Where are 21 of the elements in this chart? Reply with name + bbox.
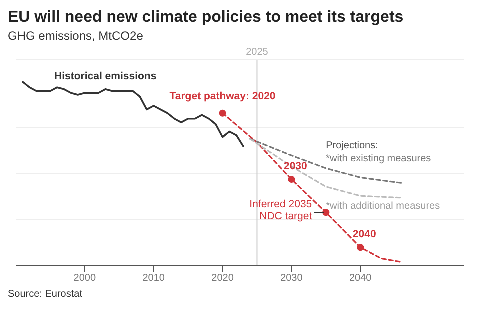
x-tick-label: 2010 xyxy=(142,273,166,284)
point xyxy=(357,244,364,252)
annotation: Target pathway: 2020 xyxy=(170,90,276,102)
point xyxy=(288,176,296,184)
source-note: Source: Eurostat xyxy=(8,288,84,302)
annotation: 2040 xyxy=(352,228,376,241)
chart-title: EU will need new climate policies to meet its targets xyxy=(8,8,405,28)
annotation: Projections: xyxy=(326,140,378,152)
series-label: *with additional measures xyxy=(326,200,440,212)
x-tick-label: 2020 xyxy=(212,273,234,284)
x-tick-label: 2000 xyxy=(74,273,96,284)
point xyxy=(322,209,330,216)
ref-line-label: 2025 xyxy=(246,47,269,58)
x-tick-label: 2030 xyxy=(280,273,304,284)
annotation: 2030 xyxy=(284,160,308,173)
annotation: Inferred 2035 NDC target xyxy=(250,198,312,223)
point xyxy=(219,110,226,117)
series-label: *with existing measures xyxy=(326,154,432,165)
x-tick-label: 2040 xyxy=(349,273,372,284)
annotation: Historical emissions xyxy=(54,70,157,82)
chart-subtitle: GHG emissions, MtCO2e xyxy=(8,28,144,44)
